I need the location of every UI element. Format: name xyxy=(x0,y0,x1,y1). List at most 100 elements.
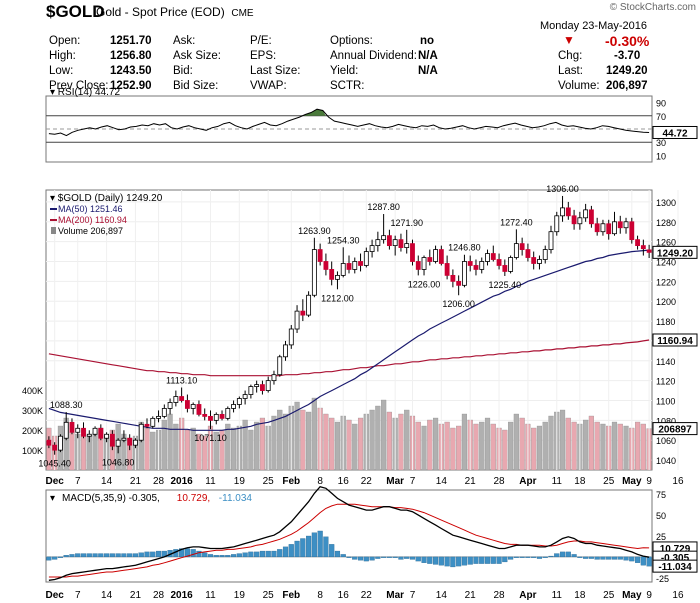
volume-bar xyxy=(242,419,248,471)
eps-label: EPS: xyxy=(250,50,277,62)
candle-body xyxy=(144,423,150,427)
price-x-label: 9 xyxy=(646,476,652,487)
macd-histogram-bar xyxy=(432,556,439,565)
volume-bar xyxy=(404,409,410,471)
volume-current-tag-box xyxy=(652,422,698,436)
candle-body xyxy=(52,444,58,451)
candle-body xyxy=(623,221,629,229)
candle-body xyxy=(184,400,190,409)
price-annotation: 1206.00 xyxy=(442,299,475,309)
volume-bar xyxy=(508,421,514,471)
macd-x-label: 22 xyxy=(361,590,373,601)
macd-histogram-bar xyxy=(490,556,496,564)
candle-body xyxy=(554,215,560,233)
volume-bar xyxy=(542,421,548,471)
macd-histogram-bar xyxy=(300,538,306,558)
candle-body xyxy=(560,207,565,217)
candle-body xyxy=(340,263,346,276)
candle-body xyxy=(179,396,185,401)
price-annotation: 1226.00 xyxy=(408,279,441,289)
price-legend-entry: Volume 206,897 xyxy=(58,226,123,236)
price-annotation: 1071.10 xyxy=(194,433,227,443)
price-annotation: 1246.80 xyxy=(448,243,481,253)
ask-size-label: Ask Size: xyxy=(173,50,221,62)
yield-label: Yield: xyxy=(330,65,359,77)
macd-histogram-bar xyxy=(409,556,416,560)
macd-legend-entry: -11.034 xyxy=(219,493,253,504)
price-tick-label: 1180 xyxy=(656,317,675,327)
price-x-label: 28 xyxy=(493,476,505,487)
volume-bar xyxy=(375,405,381,471)
macd-histogram-bar xyxy=(508,556,514,560)
volume-bar xyxy=(611,421,618,471)
macd-x-label: 11 xyxy=(552,590,563,601)
candle-body xyxy=(467,261,473,266)
macd-histogram-bar xyxy=(427,556,433,564)
volume-bar xyxy=(583,419,589,471)
macd-histogram-bar xyxy=(634,556,641,563)
candle-body xyxy=(248,386,254,395)
candle-body xyxy=(323,261,329,270)
candle-body xyxy=(496,259,502,266)
macd-tick-label: 50 xyxy=(656,511,666,521)
rsi-line xyxy=(48,108,650,137)
stockcharts-credit[interactable]: © StockCharts.com xyxy=(609,2,696,13)
chg-value: -3.70 xyxy=(614,50,641,62)
price-x-label: 21 xyxy=(130,476,142,487)
candle-body xyxy=(311,249,317,296)
candle-body xyxy=(606,223,612,235)
macd-histogram-bar xyxy=(571,554,577,558)
volume-bar xyxy=(248,429,254,471)
volume-bar xyxy=(623,425,629,471)
macd-histogram-bar xyxy=(600,556,606,560)
last-price-tag: 1249.20 xyxy=(657,248,694,259)
macd-histogram-bar xyxy=(179,548,185,558)
volume-bar xyxy=(456,425,462,471)
price-annotation: 1263.90 xyxy=(298,226,331,236)
last-size-label: Last Size: xyxy=(250,65,301,77)
volume-bar xyxy=(640,423,646,471)
macd-histogram-bar xyxy=(450,556,456,568)
candle-body xyxy=(208,415,213,421)
macd-histogram-bar xyxy=(311,532,317,558)
price-x-label: 8 xyxy=(317,476,323,487)
volume-bar xyxy=(490,423,496,471)
candle-body xyxy=(213,413,219,421)
candle-body xyxy=(150,417,156,427)
candle-body xyxy=(167,402,173,409)
volume-bar xyxy=(150,431,156,471)
candle-body xyxy=(242,394,248,399)
quote-date: Monday 23-May-2016 xyxy=(540,20,648,32)
macd-histogram-bar xyxy=(479,556,485,564)
volume-bar xyxy=(634,421,641,471)
candle-body xyxy=(392,239,398,247)
volume-bar xyxy=(600,423,606,471)
last-price-tag-box xyxy=(652,245,698,259)
ask-label: Ask: xyxy=(173,35,196,47)
macd-x-label: Feb xyxy=(282,590,300,601)
volume-bar xyxy=(513,413,519,471)
candle-body xyxy=(196,404,202,415)
candle-body xyxy=(404,243,410,248)
macd-x-label: 16 xyxy=(672,590,684,601)
volume-bar xyxy=(230,427,237,471)
volume-bar xyxy=(352,423,358,471)
price-x-label: 25 xyxy=(263,476,275,487)
candle-body xyxy=(519,243,525,250)
macd-histogram-bar xyxy=(225,555,231,558)
price-x-label: 16 xyxy=(338,476,350,487)
candle-body xyxy=(375,239,381,247)
volume-bar xyxy=(196,433,202,471)
candle-body xyxy=(565,207,571,217)
macd-histogram-bar xyxy=(444,556,450,567)
macd-histogram-bar xyxy=(306,535,312,558)
candle-body xyxy=(363,251,369,266)
candle-body xyxy=(254,384,260,387)
volume-bar xyxy=(519,417,525,471)
price-x-label: 19 xyxy=(234,476,246,487)
volume-bar xyxy=(46,427,52,471)
candle-body xyxy=(433,249,438,262)
macd-histogram-bar xyxy=(438,556,444,566)
macd-histogram-bar xyxy=(346,556,352,558)
